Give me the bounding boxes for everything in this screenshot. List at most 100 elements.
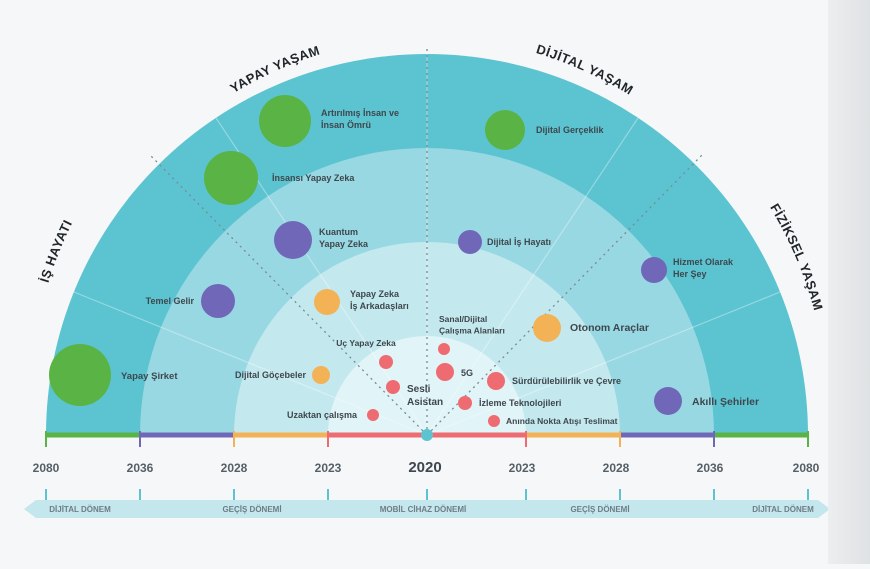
trend-label-line: Hizmet Olarak xyxy=(673,257,734,267)
year-left-1: 2080 xyxy=(33,461,60,475)
trend-dijital-gocebeler: Dijital Göçebeler xyxy=(235,366,330,384)
year-left-2: 2036 xyxy=(127,461,154,475)
trend-bubble-surdurulebilirlik xyxy=(487,372,505,390)
era-arrow xyxy=(24,500,830,518)
trend-5g: 5G xyxy=(436,363,473,381)
trend-akilli-sehirler: Akıllı Şehirler xyxy=(654,387,759,415)
trend-label-sesli-asistan: Sesli Asistan xyxy=(407,384,443,408)
trend-uzaktan-calisma: Uzaktan çalışma xyxy=(287,409,379,421)
trend-label-izleme-teknolojileri: İzleme Teknolojileri xyxy=(479,398,561,408)
trend-label-sanal-dijital-calisma: Sanal/Dijital Çalışma Alanları xyxy=(439,314,505,336)
trend-label-aninda-teslimat: Anında Nokta Atışı Teslimat xyxy=(506,416,618,426)
trend-label-line: Dijital İş Hayatı xyxy=(487,237,551,247)
trend-bubble-artirilmis-insan xyxy=(259,95,311,147)
trend-label-kuantum-yapay-zeka: Kuantum Yapay Zeka xyxy=(319,227,369,249)
trend-label-line: Sesli xyxy=(407,384,431,395)
trend-bubble-uc-yapay-zeka xyxy=(379,355,393,369)
trend-label-insansi-yapay-zeka: İnsansı Yapay Zeka xyxy=(272,173,355,183)
trend-label-yapay-sirket: Yapay Şirket xyxy=(121,371,178,382)
trend-label-line: Asistan xyxy=(407,397,443,408)
trend-bubble-hizmet-olarak-her-sey xyxy=(641,257,667,283)
trend-sanal-dijital-calisma: Sanal/Dijital Çalışma Alanları xyxy=(438,314,505,355)
section-is-hayati: İŞ HAYATI xyxy=(37,217,75,284)
trend-otonom-araclar: Otonom Araçlar xyxy=(533,314,649,342)
era-label-5: DİJİTAL DÖNEM xyxy=(752,505,814,514)
trend-bubble-uzaktan-calisma xyxy=(367,409,379,421)
era-label-1: DİJİTAL DÖNEM xyxy=(49,505,111,514)
trend-label-line: Sanal/Dijital xyxy=(439,314,487,324)
trend-label-dijital-gocebeler: Dijital Göçebeler xyxy=(235,370,307,380)
trend-bubble-temel-gelir xyxy=(201,284,235,318)
trend-label-line: İş Arkadaşları xyxy=(350,301,409,311)
era-band: DİJİTAL DÖNEM GEÇİŞ DÖNEMİ MOBİL CİHAZ D… xyxy=(24,489,830,518)
era-label-3: MOBİL CİHAZ DÖNEMİ xyxy=(380,505,467,514)
trend-uc-yapay-zeka: Uç Yapay Zeka xyxy=(336,338,396,369)
year-right-1: 2023 xyxy=(509,461,536,475)
trend-label-temel-gelir: Temel Gelir xyxy=(146,296,195,306)
trend-label-line: İzleme Teknolojileri xyxy=(479,398,561,408)
trend-label-line: Temel Gelir xyxy=(146,296,195,306)
era-ticks xyxy=(45,489,809,500)
trend-label-line: Kuantum xyxy=(319,227,358,237)
trend-label-line: İnsansı Yapay Zeka xyxy=(272,173,355,183)
trend-label-line: Her Şey xyxy=(673,269,707,279)
trend-label-line: Dijital Göçebeler xyxy=(235,370,307,380)
trend-bubble-aninda-teslimat xyxy=(488,415,500,427)
year-labels: 2080 2036 2028 2023 2020 2023 2028 2036 … xyxy=(33,459,820,476)
trend-label-5g: 5G xyxy=(461,368,473,378)
trend-kuantum-yapay-zeka: Kuantum Yapay Zeka xyxy=(274,221,369,259)
trend-items: Artırılmış İnsan ve İnsan Ömrü İnsansı Yap… xyxy=(49,95,759,427)
year-right-3: 2036 xyxy=(697,461,724,475)
trend-label-line: 5G xyxy=(461,368,473,378)
year-right-2: 2028 xyxy=(603,461,630,475)
trend-label-line: Artırılmış İnsan ve xyxy=(321,108,399,118)
trend-temel-gelir: Temel Gelir xyxy=(146,284,235,318)
trend-label-dijital-gerceklik: Dijital Gerçeklik xyxy=(536,125,605,135)
trend-label-uzaktan-calisma: Uzaktan çalışma xyxy=(287,410,358,420)
trend-artirilmis-insan: Artırılmış İnsan ve İnsan Ömrü xyxy=(259,95,399,147)
trend-label-line: Uç Yapay Zeka xyxy=(336,338,396,348)
trend-dijital-is-hayati: Dijital İş Hayatı xyxy=(458,230,551,254)
era-label-4: GEÇİŞ DÖNEMİ xyxy=(570,505,629,514)
trend-label-otonom-araclar: Otonom Araçlar xyxy=(570,322,649,334)
trend-bubble-yapay-zeka-is-arkadaslari xyxy=(314,289,340,315)
year-center: 2020 xyxy=(408,459,441,476)
trend-label-yapay-zeka-is-arkadaslari: Yapay Zeka İş Arkadaşları xyxy=(350,289,409,311)
trend-label-surdurulebilirlik: Sürdürülebilirlik ve Çevre xyxy=(512,376,621,386)
dotted-guides xyxy=(149,45,703,436)
trend-bubble-sanal-dijital-calisma xyxy=(438,343,450,355)
right-edge-panel xyxy=(828,0,870,564)
trend-label-line: Yapay Zeka xyxy=(319,239,369,249)
timeline-ticks xyxy=(45,431,809,447)
trend-bubble-akilli-sehirler xyxy=(654,387,682,415)
trend-label-line: Sürdürülebilirlik ve Çevre xyxy=(512,376,621,386)
trend-label-akilli-sehirler: Akıllı Şehirler xyxy=(692,396,759,408)
trend-bubble-sesli-asistan xyxy=(386,380,400,394)
trend-bubble-kuantum-yapay-zeka xyxy=(274,221,312,259)
trend-label-line: Akıllı Şehirler xyxy=(692,396,759,408)
trend-yapay-zeka-is-arkadaslari: Yapay Zeka İş Arkadaşları xyxy=(314,289,409,315)
year-left-4: 2023 xyxy=(315,461,342,475)
trend-bubble-dijital-is-hayati xyxy=(458,230,482,254)
year-left-3: 2028 xyxy=(221,461,248,475)
trend-label-hizmet-olarak-her-sey: Hizmet Olarak Her Şey xyxy=(673,257,734,279)
trend-bubble-dijital-gerceklik xyxy=(485,110,525,150)
year-right-4: 2080 xyxy=(793,461,820,475)
trend-label-artirilmis-insan: Artırılmış İnsan ve İnsan Ömrü xyxy=(321,108,399,130)
trend-label-line: Çalışma Alanları xyxy=(439,326,505,336)
era-label-2: GEÇİŞ DÖNEMİ xyxy=(222,505,281,514)
trend-label-uc-yapay-zeka: Uç Yapay Zeka xyxy=(336,338,396,348)
trend-yapay-sirket: Yapay Şirket xyxy=(49,344,178,406)
trend-bubble-dijital-gocebeler xyxy=(312,366,330,384)
trend-label-line: Yapay Zeka xyxy=(350,289,400,299)
trend-bubble-otonom-araclar xyxy=(533,314,561,342)
trend-bubble-izleme-teknolojileri xyxy=(458,396,472,410)
trend-bubble-yapay-sirket xyxy=(49,344,111,406)
trend-label-dijital-is-hayati: Dijital İş Hayatı xyxy=(487,237,551,247)
trend-aninda-teslimat: Anında Nokta Atışı Teslimat xyxy=(488,415,618,427)
trend-sesli-asistan: Sesli Asistan xyxy=(386,380,443,408)
trend-label-line: Uzaktan çalışma xyxy=(287,410,358,420)
timeline-center-dot xyxy=(421,429,433,441)
